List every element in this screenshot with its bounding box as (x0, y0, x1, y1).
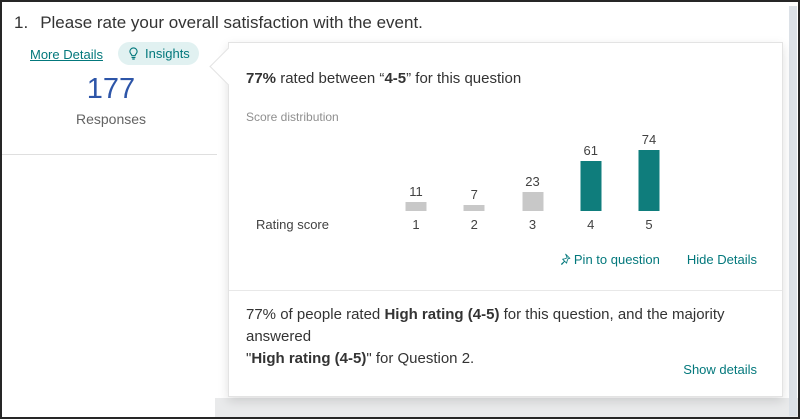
responses-count: 177 (86, 73, 136, 105)
bar-value-label: 61 (583, 143, 598, 158)
bar-value-label: 7 (470, 187, 478, 202)
question-title: 1. Please rate your overall satisfaction… (14, 13, 423, 33)
bar-value-label: 74 (641, 132, 657, 147)
bar-column: 74 (638, 132, 660, 211)
bar-column: 61 (580, 143, 602, 211)
score-distribution-chart: Rating score 11 1 7 2 23 3 61 4 74 5 (246, 131, 766, 235)
bar (580, 161, 602, 211)
show-details-link[interactable]: Show details (683, 362, 757, 377)
insights-button[interactable]: Insights (118, 42, 199, 65)
headline-percent: 77% (246, 70, 277, 87)
vertical-scrollbar[interactable] (789, 6, 797, 416)
bar-category-label: 3 (528, 217, 537, 232)
bar-column: 11 (405, 184, 427, 211)
responses-summary: 177 Responses (2, 73, 220, 128)
pin-icon (558, 253, 571, 266)
chart-title: Score distribution (246, 110, 339, 124)
section-divider (2, 154, 217, 155)
pin-to-question-label: Pin to question (573, 252, 660, 267)
pin-to-question-link[interactable]: Pin to question (558, 252, 660, 267)
bar-category-label: 4 (587, 217, 595, 232)
question-number: 1. (14, 13, 29, 32)
bar-category-label: 1 (412, 217, 420, 232)
page-background (215, 398, 798, 417)
bar-value-label: 11 (409, 184, 423, 199)
bar-value-label: 23 (525, 174, 540, 189)
bar (463, 205, 485, 211)
insights-button-label: Insights (145, 46, 190, 61)
bar-category-label: 2 (470, 217, 478, 232)
insight-summary-section: 77% of people rated High rating (4-5) fo… (229, 290, 782, 396)
bar-column: 23 (522, 175, 543, 211)
insights-panel: 77% rated between “4-5” for this questio… (209, 42, 783, 397)
bar (405, 202, 427, 211)
insight-headline: 77% rated between “4-5” for this questio… (246, 70, 522, 87)
chart-x-axis-label: Rating score (256, 217, 329, 232)
question-title-text: Please rate your overall satisfaction wi… (40, 13, 423, 32)
more-details-link[interactable]: More Details (30, 47, 103, 62)
responses-label: Responses (75, 111, 147, 127)
lightbulb-icon (127, 47, 140, 60)
bar (638, 150, 660, 211)
panel-actions: Pin to question Hide Details (558, 252, 757, 267)
bar-category-label: 5 (645, 217, 653, 232)
headline-range: 4-5 (384, 70, 407, 87)
insight-summary-text: 77% of people rated High rating (4-5) fo… (246, 306, 725, 367)
bar (522, 192, 543, 211)
hide-details-link[interactable]: Hide Details (686, 252, 757, 267)
bar-column: 7 (463, 187, 485, 211)
